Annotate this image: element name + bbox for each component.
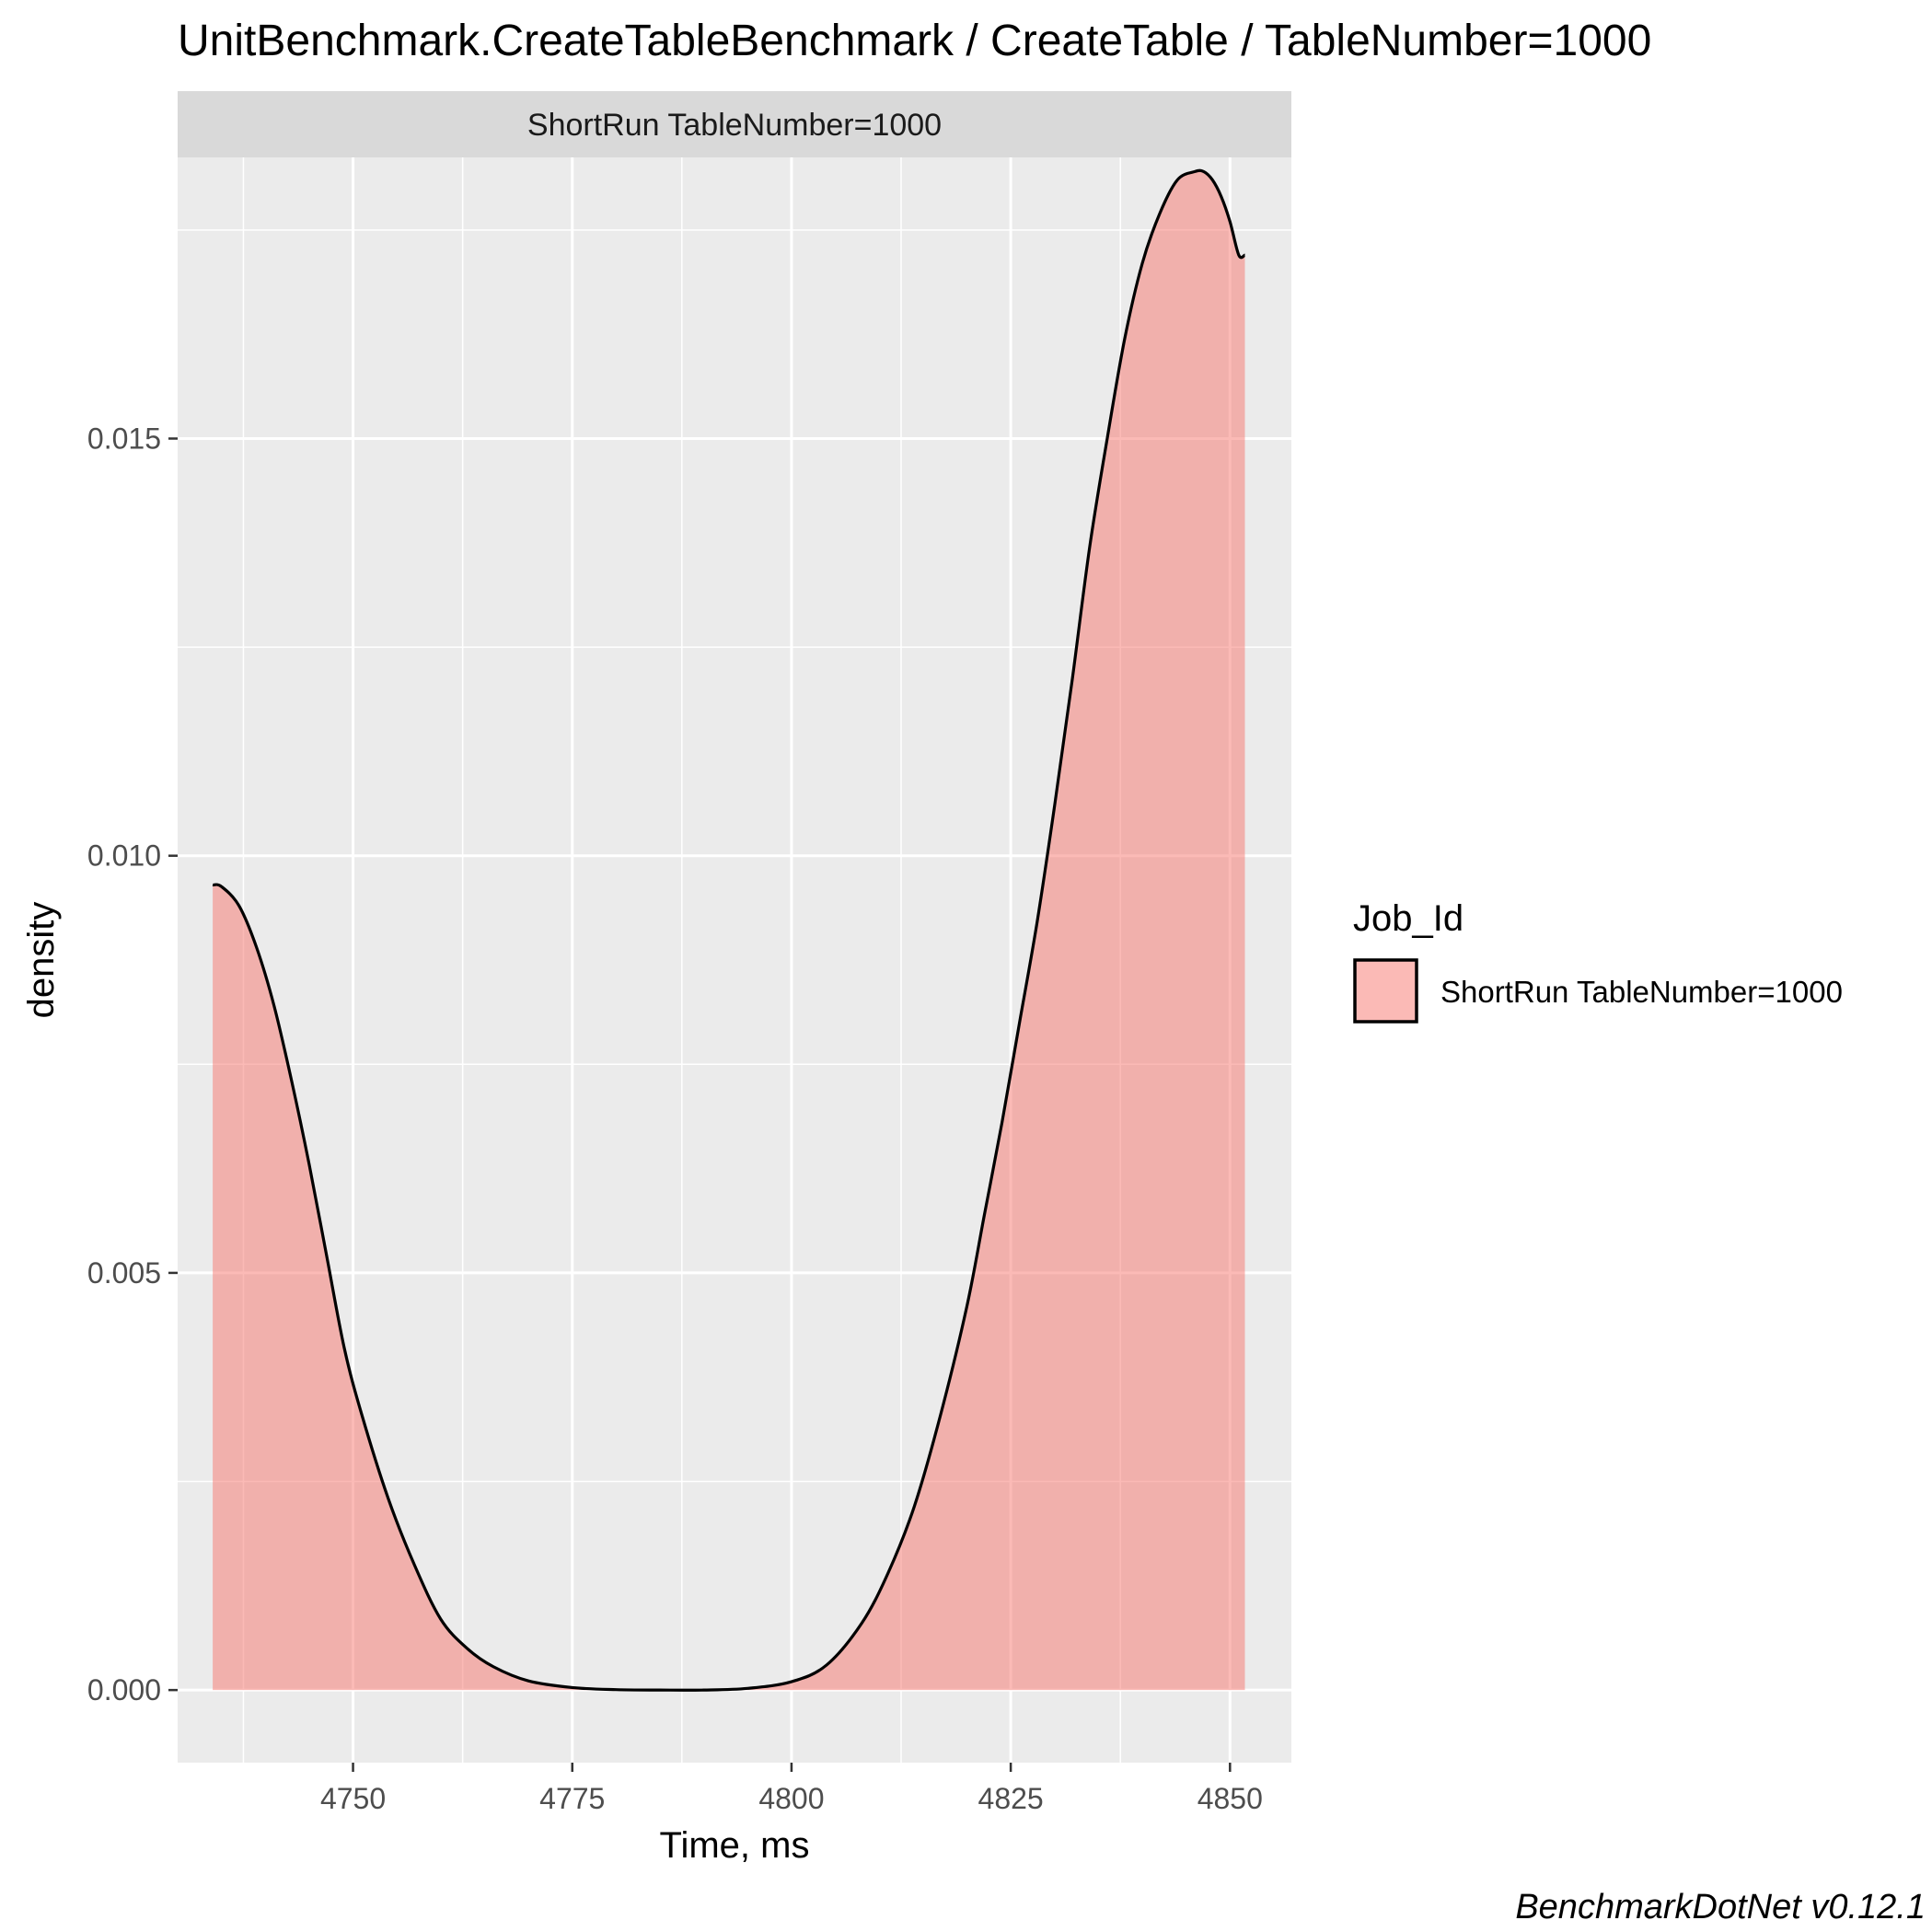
y-axis-title: density: [21, 902, 62, 1019]
y-tick-label: 0.005: [87, 1256, 161, 1290]
density-line: [212, 168, 1246, 1692]
legend-entry-label: ShortRun TableNumber=1000: [1440, 975, 1843, 1009]
legend-key: [1353, 958, 1418, 1024]
legend: Job_Id ShortRun TableNumber=1000: [1353, 898, 1843, 1024]
y-tick-label: 0.000: [87, 1673, 161, 1706]
density-area: [213, 170, 1245, 1691]
x-tick-label: 4800: [758, 1782, 824, 1815]
facet-label: ShortRun TableNumber=1000: [527, 108, 942, 143]
x-tick-label: 4825: [978, 1782, 1044, 1815]
density-series: [212, 168, 1246, 1692]
caption: BenchmarkDotNet v0.12.1: [1515, 1888, 1926, 1926]
y-tick-label: 0.015: [87, 422, 161, 455]
y-tick-label: 0.010: [87, 839, 161, 873]
legend-title: Job_Id: [1353, 898, 1463, 939]
x-axis-title: Time, ms: [660, 1825, 810, 1866]
facet-strip: [178, 91, 1291, 157]
chart-title: UnitBenchmark.CreateTableBenchmark / Cre…: [178, 17, 1651, 65]
x-tick-label: 4850: [1197, 1782, 1263, 1815]
x-tick-label: 4775: [539, 1782, 605, 1815]
x-axis: 4750 4775 4800 4825 4850: [320, 1763, 1263, 1815]
x-tick-label: 4750: [320, 1782, 386, 1815]
y-axis: 0.000 0.005 0.010 0.015: [87, 422, 178, 1706]
